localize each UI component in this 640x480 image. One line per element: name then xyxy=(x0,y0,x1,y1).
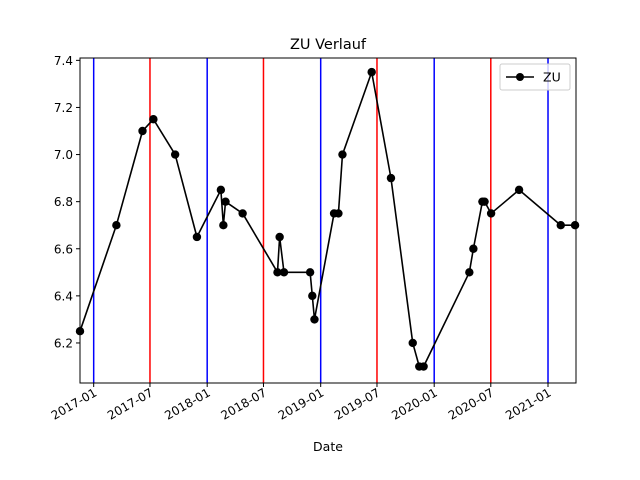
legend: ZU xyxy=(499,63,571,91)
data-point xyxy=(386,173,396,183)
data-point xyxy=(514,185,524,195)
data-point xyxy=(480,197,489,206)
data-point xyxy=(238,209,247,218)
legend-entry-zu: ZU xyxy=(543,70,561,85)
data-point xyxy=(170,150,180,159)
data-point xyxy=(419,362,428,371)
y-tick-label: 6.2 xyxy=(54,336,73,350)
x-axis-label: Date xyxy=(313,439,343,454)
data-point xyxy=(486,209,496,218)
data-point xyxy=(556,221,565,230)
data-point xyxy=(334,209,343,218)
data-point xyxy=(310,315,319,324)
y-tick-label: 6.8 xyxy=(54,195,73,209)
data-point xyxy=(192,232,202,242)
data-point xyxy=(570,221,580,230)
y-tick-label: 6.6 xyxy=(54,242,73,256)
data-point xyxy=(275,232,284,242)
data-point xyxy=(219,221,228,230)
data-point xyxy=(149,115,158,124)
series-layer xyxy=(75,67,580,371)
y-tick-label: 7.0 xyxy=(54,148,73,162)
y-tick-label: 6.4 xyxy=(54,289,73,303)
y-tick-label: 7.2 xyxy=(54,101,73,115)
y-tick-label: 7.4 xyxy=(54,54,73,68)
data-point xyxy=(221,197,230,206)
data-point xyxy=(338,150,347,159)
series-line-zu xyxy=(79,71,576,368)
data-point xyxy=(112,221,121,230)
legend-box xyxy=(499,63,571,91)
data-point xyxy=(138,126,147,136)
data-point xyxy=(367,67,376,77)
plot-area-frame xyxy=(79,57,577,384)
data-point xyxy=(216,185,226,195)
data-point xyxy=(279,268,289,277)
chart-title: ZU Verlauf xyxy=(290,37,367,53)
legend-marker xyxy=(516,73,524,81)
data-point xyxy=(305,268,315,277)
data-point xyxy=(308,291,317,301)
data-point xyxy=(408,338,417,348)
data-point xyxy=(469,244,478,253)
data-point xyxy=(273,268,282,277)
y-axis-ticks: 6.2 6.4 6.6 6.8 7.0 7.2 7.4 xyxy=(54,54,80,350)
vertical-reference-lines xyxy=(92,58,549,383)
data-point xyxy=(465,268,474,277)
